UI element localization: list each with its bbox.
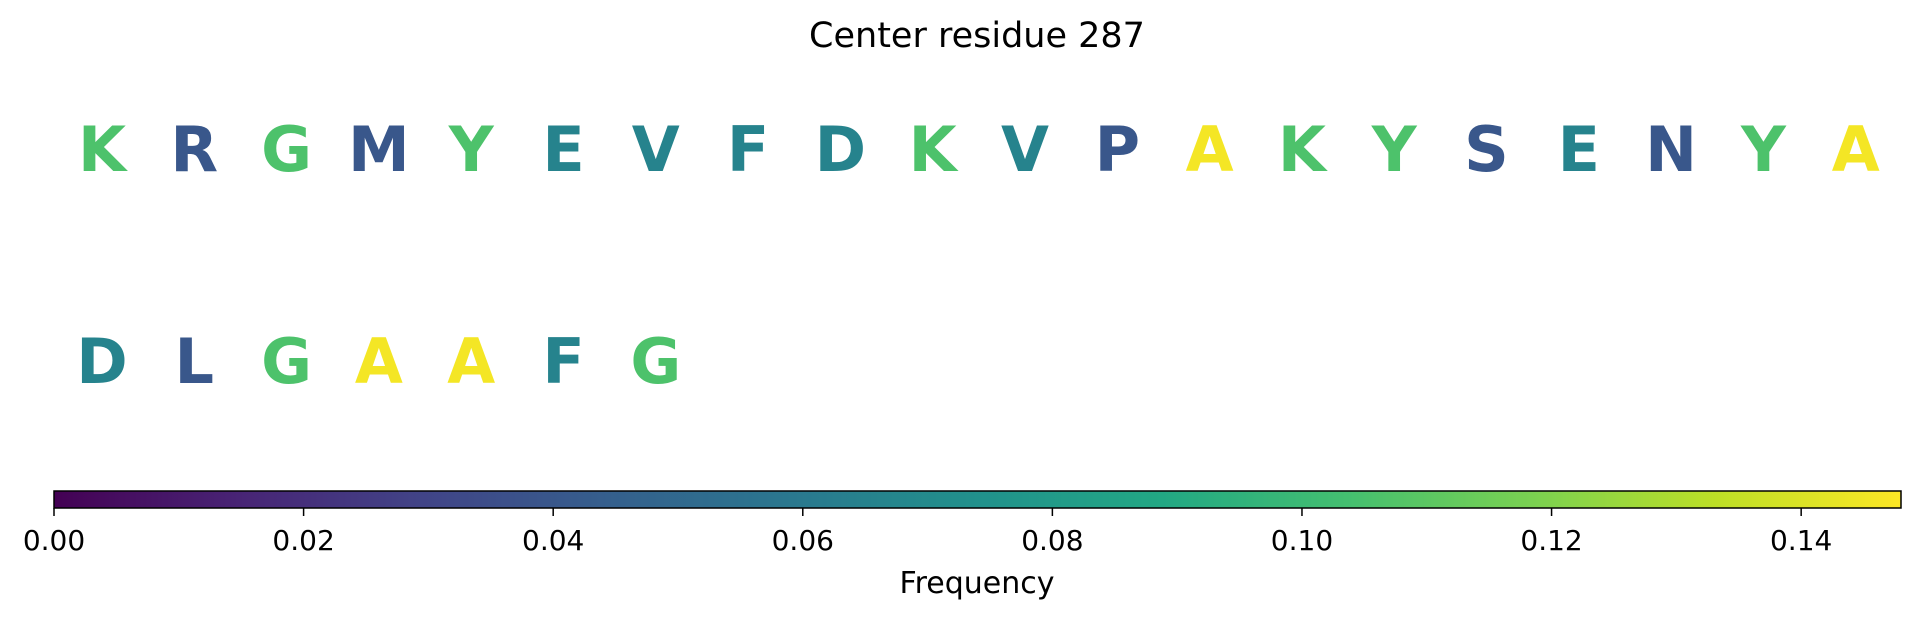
colorbar-tick-label: 0.10	[1271, 524, 1333, 557]
colorbar	[53, 490, 1902, 509]
colorbar-tick-label: 0.12	[1520, 524, 1582, 557]
colorbar-tick-label: 0.14	[1770, 524, 1832, 557]
residue-letter: L	[175, 325, 215, 398]
residue-letter: V	[632, 113, 680, 186]
colorbar-axis: 0.00 0.02 0.04 0.06 0.08 0.10 0.12 0.14	[23, 508, 1832, 557]
residue-letter: N	[1645, 113, 1697, 186]
residue-letter: K	[78, 113, 128, 186]
colorbar-tick-label: 0.04	[522, 524, 584, 557]
residue-letter: A	[1186, 113, 1234, 186]
colorbar-tick-label: 0.08	[1021, 524, 1083, 557]
colorbar-tick-label: 0.02	[272, 524, 334, 557]
residue-letter: F	[727, 113, 769, 186]
residue-letter: S	[1464, 113, 1509, 186]
residue-letter: E	[542, 113, 584, 186]
residue-letter: G	[630, 325, 681, 398]
residue-letter: M	[348, 113, 410, 186]
residue-letter: Y	[1740, 113, 1787, 186]
residue-letter: K	[909, 113, 959, 186]
colorbar-tick-label: 0.06	[772, 524, 834, 557]
residue-letter: E	[1558, 113, 1600, 186]
residue-letter: A	[355, 325, 403, 398]
residue-letter: G	[261, 113, 312, 186]
residue-letter: G	[261, 325, 312, 398]
residue-letter: A	[1832, 113, 1880, 186]
residue-letter: D	[76, 325, 127, 398]
residue-letter: Y	[448, 113, 495, 186]
residue-letter: A	[447, 325, 495, 398]
residue-letter: K	[1278, 113, 1328, 186]
chart-title: Center residue 287	[809, 16, 1145, 56]
residue-letter: F	[542, 325, 584, 398]
colorbar-label: Frequency	[900, 566, 1055, 601]
residue-letters: K R G M Y E V F D K V P A K Y S E N Y AD L G A A F G	[76, 113, 1879, 398]
colorbar-tick-label: 0.00	[23, 524, 85, 557]
residue-letter: R	[170, 113, 218, 186]
residue-letter: Y	[1371, 113, 1418, 186]
residue-letter: D	[815, 113, 866, 186]
residue-letter: P	[1095, 113, 1140, 186]
residue-letter: V	[1001, 113, 1049, 186]
